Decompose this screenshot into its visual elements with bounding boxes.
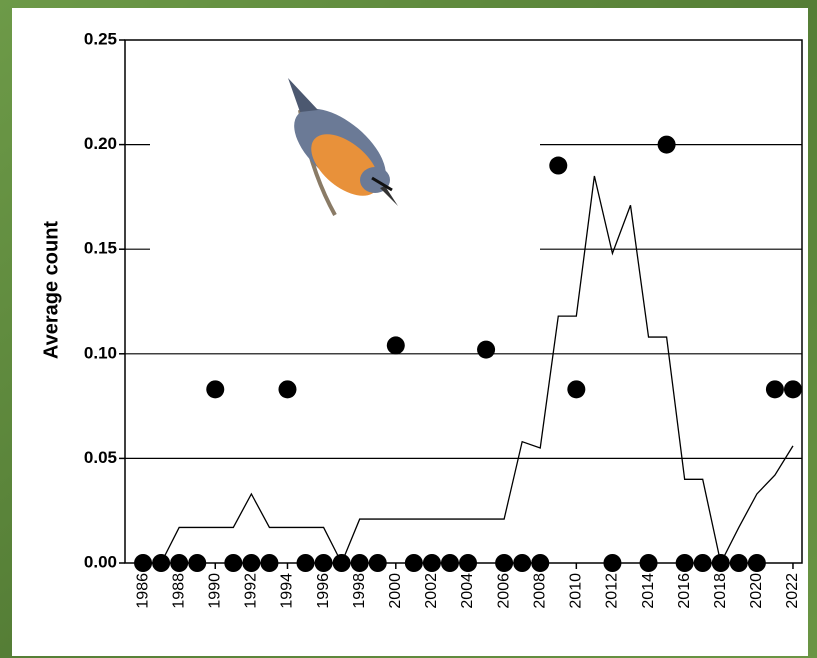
x-tick-label: 1994 (279, 573, 296, 609)
y-tick-label: 0.20 (84, 134, 117, 153)
point (693, 554, 712, 572)
point (639, 554, 658, 572)
x-tick-label: 2012 (604, 573, 621, 609)
x-tick-label: 2010 (568, 573, 585, 609)
point (260, 554, 279, 572)
y-tick-label: 0.10 (84, 343, 117, 362)
point (242, 554, 261, 572)
x-tick-label: 1986 (134, 573, 151, 609)
y-tick-label: 0.05 (84, 448, 117, 467)
trend-line (143, 175, 794, 565)
x-tick-label: 1988 (170, 573, 187, 609)
x-tick-label: 1992 (243, 573, 260, 609)
y-axis-label: Average count (40, 221, 62, 360)
point (368, 554, 387, 572)
x-tick-label: 1998 (351, 573, 368, 609)
point (188, 554, 207, 572)
point (350, 554, 369, 572)
point (206, 380, 225, 399)
point (729, 554, 748, 572)
point (278, 380, 297, 399)
x-tick-label: 2000 (387, 573, 404, 609)
point (603, 554, 622, 572)
x-tick-label: 2008 (531, 573, 548, 609)
point (404, 554, 423, 572)
point (224, 554, 243, 572)
point (314, 554, 333, 572)
x-tick-label: 2004 (459, 573, 476, 609)
point (440, 554, 459, 572)
point (170, 554, 189, 572)
point (459, 554, 478, 572)
point (477, 340, 496, 359)
x-tick-label: 2006 (495, 573, 512, 609)
bird-illustration (150, 70, 540, 260)
point (386, 336, 405, 355)
point (657, 135, 676, 154)
y-tick-label: 0.15 (84, 239, 117, 258)
x-tick-label: 1990 (206, 573, 223, 609)
point (549, 156, 568, 175)
x-tick-label: 2018 (712, 573, 729, 609)
x-tick-label: 1996 (315, 573, 332, 609)
point (495, 554, 514, 572)
point (422, 554, 441, 572)
point (296, 554, 315, 572)
point (747, 554, 766, 572)
x-tick-label: 2022 (784, 573, 801, 609)
point (531, 554, 550, 572)
point (783, 380, 802, 399)
point (567, 380, 586, 399)
x-tick-label: 2020 (748, 573, 765, 609)
point (765, 380, 784, 399)
y-tick-label: 0.00 (84, 552, 117, 571)
x-tick-label: 2016 (676, 573, 693, 609)
point (513, 554, 532, 572)
point (675, 554, 694, 572)
x-tick-label: 2002 (423, 573, 440, 609)
x-tick-label: 2014 (640, 573, 657, 609)
y-tick-label: 0.25 (84, 29, 117, 48)
